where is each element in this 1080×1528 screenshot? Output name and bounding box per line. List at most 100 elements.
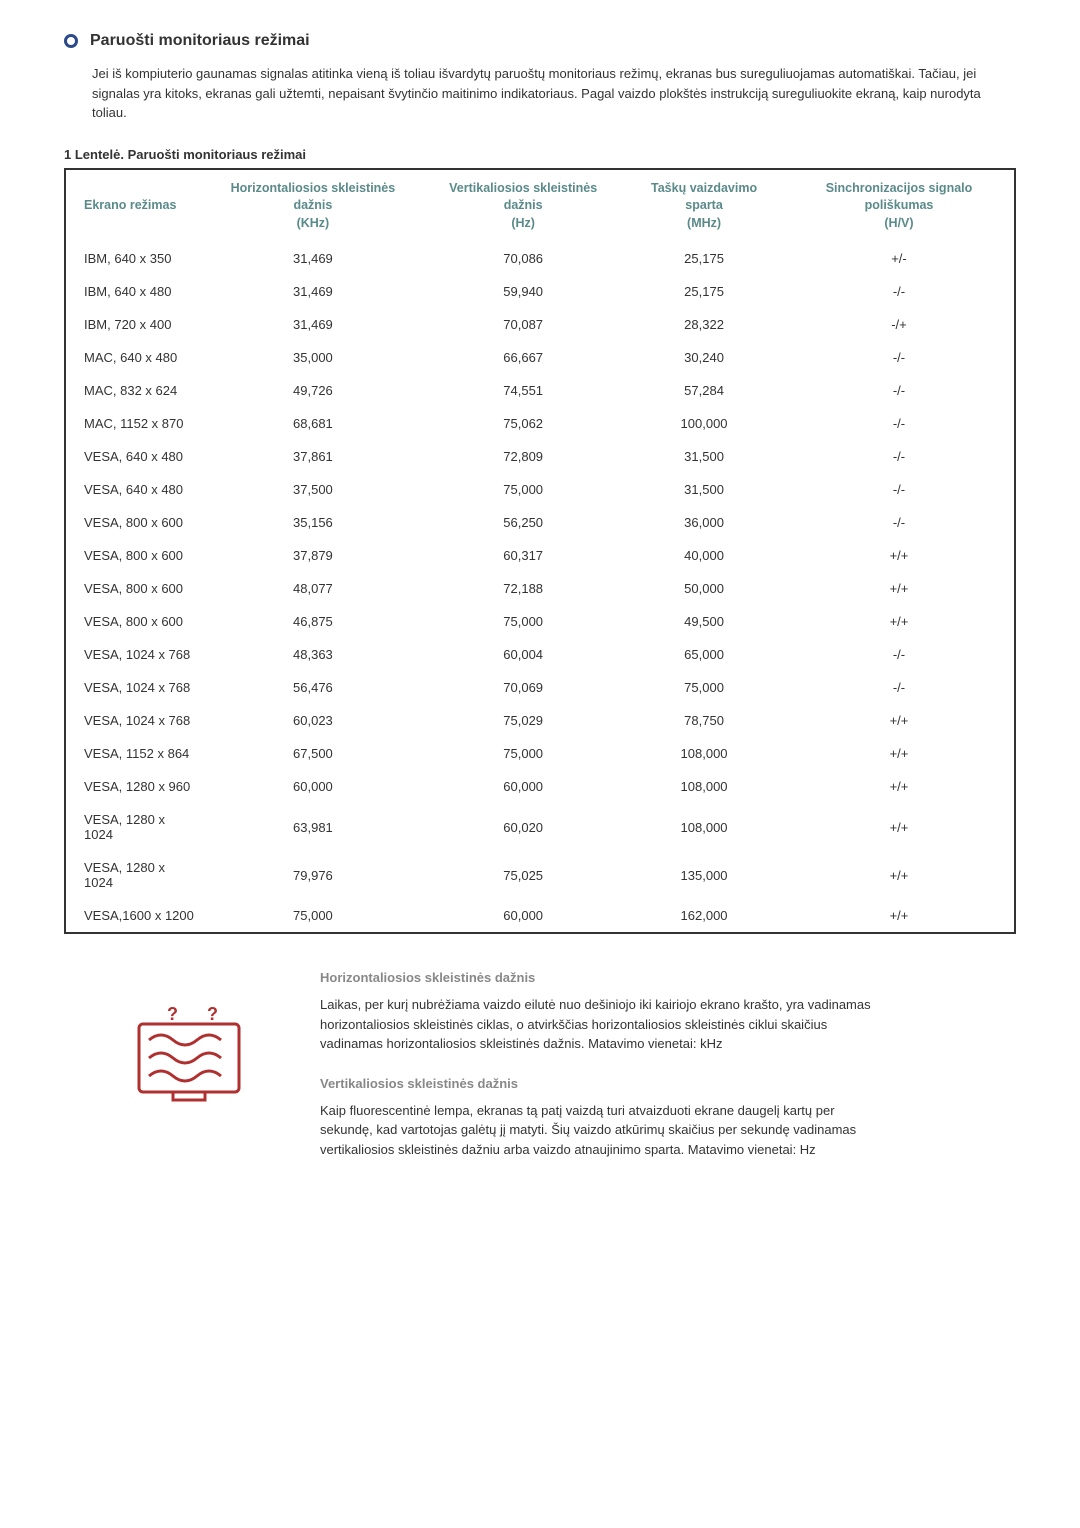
table-row: VESA, 1280 x 102479,97675,025135,000+/+ bbox=[65, 851, 1015, 899]
table-cell: 72,809 bbox=[422, 440, 624, 473]
table-cell: 60,020 bbox=[422, 803, 624, 851]
table-cell: 75,000 bbox=[422, 737, 624, 770]
table-cell: 74,551 bbox=[422, 374, 624, 407]
table-cell: 75,000 bbox=[422, 473, 624, 506]
table-cell: 59,940 bbox=[422, 275, 624, 308]
table-row: IBM, 640 x 48031,46959,94025,175-/- bbox=[65, 275, 1015, 308]
table-caption: 1 Lentelė. Paruošti monitoriaus režimai bbox=[64, 147, 1016, 162]
table-cell: 37,861 bbox=[204, 440, 423, 473]
table-cell: 70,087 bbox=[422, 308, 624, 341]
table-cell: 162,000 bbox=[624, 899, 784, 933]
col-pixel: Taškų vaizdavimo sparta (MHz) bbox=[624, 169, 784, 243]
table-cell: -/- bbox=[784, 407, 1015, 440]
intro-paragraph: Jei iš kompiuterio gaunamas signalas ati… bbox=[64, 64, 1016, 123]
table-cell: +/+ bbox=[784, 803, 1015, 851]
table-cell: 48,363 bbox=[204, 638, 423, 671]
table-cell: 56,250 bbox=[422, 506, 624, 539]
table-cell: 49,726 bbox=[204, 374, 423, 407]
table-row: VESA, 1280 x 96060,00060,000108,000+/+ bbox=[65, 770, 1015, 803]
col-unit: (MHz) bbox=[687, 216, 721, 230]
table-row: IBM, 720 x 40031,46970,08728,322-/+ bbox=[65, 308, 1015, 341]
table-cell: 48,077 bbox=[204, 572, 423, 605]
table-row: VESA, 800 x 60037,87960,31740,000+/+ bbox=[65, 539, 1015, 572]
table-cell: MAC, 640 x 480 bbox=[65, 341, 204, 374]
table-cell: 40,000 bbox=[624, 539, 784, 572]
table-cell: 75,025 bbox=[422, 851, 624, 899]
table-cell: VESA, 1024 x 768 bbox=[65, 704, 204, 737]
table-header-row: Ekrano režimas Horizontaliosios skleisti… bbox=[65, 169, 1015, 243]
table-cell: VESA, 1152 x 864 bbox=[65, 737, 204, 770]
col-unit: (H/V) bbox=[884, 216, 913, 230]
table-cell: +/+ bbox=[784, 851, 1015, 899]
table-row: MAC, 832 x 62449,72674,55157,284-/- bbox=[65, 374, 1015, 407]
table-cell: 56,476 bbox=[204, 671, 423, 704]
table-cell: 75,000 bbox=[422, 605, 624, 638]
col-vfreq: Vertikaliosios skleistinės dažnis (Hz) bbox=[422, 169, 624, 243]
col-label: Taškų vaizdavimo sparta bbox=[651, 181, 757, 213]
table-cell: 67,500 bbox=[204, 737, 423, 770]
table-cell: 79,976 bbox=[204, 851, 423, 899]
timing-illustration: ? ? bbox=[92, 970, 292, 1181]
table-cell: 75,062 bbox=[422, 407, 624, 440]
svg-text:?: ? bbox=[167, 1006, 178, 1024]
table-cell: 36,000 bbox=[624, 506, 784, 539]
table-cell: 75,000 bbox=[204, 899, 423, 933]
table-cell: 46,875 bbox=[204, 605, 423, 638]
table-cell: 108,000 bbox=[624, 803, 784, 851]
table-row: VESA,1600 x 120075,00060,000162,000+/+ bbox=[65, 899, 1015, 933]
table-cell: 31,469 bbox=[204, 242, 423, 275]
table-cell: VESA, 800 x 600 bbox=[65, 572, 204, 605]
vfreq-title: Vertikaliosios skleistinės dažnis bbox=[320, 1076, 880, 1091]
col-label: Sinchronizacijos signalo poliškumas bbox=[826, 181, 973, 213]
table-cell: VESA, 1280 x 960 bbox=[65, 770, 204, 803]
table-row: MAC, 1152 x 87068,68175,062100,000-/- bbox=[65, 407, 1015, 440]
table-row: IBM, 640 x 35031,46970,08625,175+/- bbox=[65, 242, 1015, 275]
table-cell: 60,317 bbox=[422, 539, 624, 572]
table-cell: 60,004 bbox=[422, 638, 624, 671]
table-cell: 75,029 bbox=[422, 704, 624, 737]
table-row: VESA, 1024 x 76848,36360,00465,000-/- bbox=[65, 638, 1015, 671]
table-cell: MAC, 832 x 624 bbox=[65, 374, 204, 407]
table-cell: 31,500 bbox=[624, 473, 784, 506]
table-cell: VESA, 1024 x 768 bbox=[65, 638, 204, 671]
table-cell: IBM, 640 x 480 bbox=[65, 275, 204, 308]
table-cell: 66,667 bbox=[422, 341, 624, 374]
table-cell: 35,000 bbox=[204, 341, 423, 374]
table-cell: 75,000 bbox=[624, 671, 784, 704]
table-cell: 37,500 bbox=[204, 473, 423, 506]
table-cell: 135,000 bbox=[624, 851, 784, 899]
col-unit: (Hz) bbox=[511, 216, 535, 230]
table-cell: 35,156 bbox=[204, 506, 423, 539]
table-cell: -/- bbox=[784, 506, 1015, 539]
table-row: VESA, 800 x 60035,15656,25036,000-/- bbox=[65, 506, 1015, 539]
table-cell: VESA, 800 x 600 bbox=[65, 506, 204, 539]
col-unit: (KHz) bbox=[297, 216, 330, 230]
table-cell: 60,000 bbox=[422, 770, 624, 803]
vfreq-body: Kaip fluorescentinė lempa, ekranas tą pa… bbox=[320, 1101, 880, 1160]
table-cell: 60,000 bbox=[422, 899, 624, 933]
table-cell: 57,284 bbox=[624, 374, 784, 407]
table-cell: VESA, 1280 x 1024 bbox=[65, 851, 204, 899]
table-cell: 60,000 bbox=[204, 770, 423, 803]
table-cell: 63,981 bbox=[204, 803, 423, 851]
table-cell: 28,322 bbox=[624, 308, 784, 341]
svg-text:?: ? bbox=[207, 1006, 218, 1024]
table-cell: 68,681 bbox=[204, 407, 423, 440]
table-cell: -/- bbox=[784, 374, 1015, 407]
table-cell: 100,000 bbox=[624, 407, 784, 440]
col-label: Ekrano režimas bbox=[84, 198, 176, 212]
table-cell: 60,023 bbox=[204, 704, 423, 737]
table-cell: 31,500 bbox=[624, 440, 784, 473]
table-cell: 31,469 bbox=[204, 275, 423, 308]
col-label: Horizontaliosios skleistinės dažnis bbox=[231, 181, 396, 213]
table-cell: VESA, 640 x 480 bbox=[65, 440, 204, 473]
table-row: VESA, 640 x 48037,86172,80931,500-/- bbox=[65, 440, 1015, 473]
table-cell: 37,879 bbox=[204, 539, 423, 572]
table-cell: 25,175 bbox=[624, 275, 784, 308]
table-row: VESA, 1280 x 102463,98160,020108,000+/+ bbox=[65, 803, 1015, 851]
table-cell: +/+ bbox=[784, 737, 1015, 770]
table-cell: VESA, 1024 x 768 bbox=[65, 671, 204, 704]
table-cell: +/+ bbox=[784, 605, 1015, 638]
table-cell: 31,469 bbox=[204, 308, 423, 341]
table-cell: 108,000 bbox=[624, 737, 784, 770]
